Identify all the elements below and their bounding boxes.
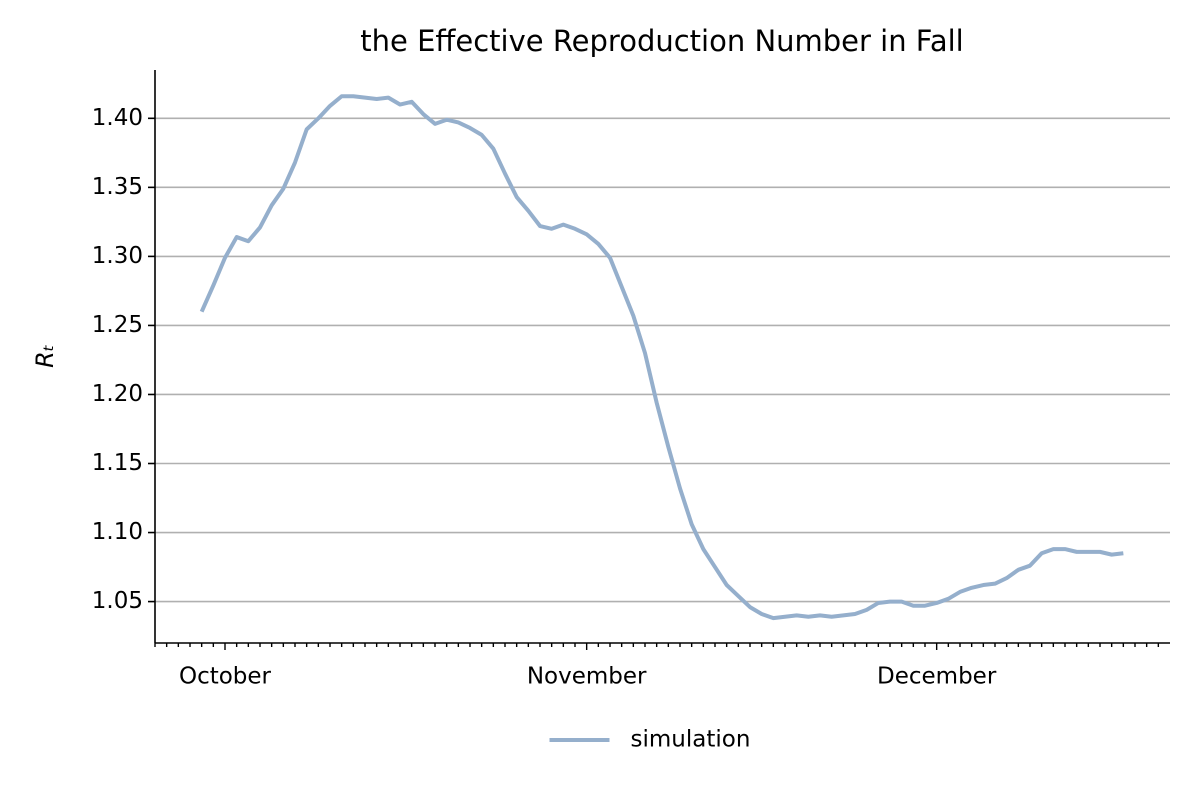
y-tick-label: 1.25 <box>92 312 143 338</box>
y-axis-label: Rₜ <box>31 344 59 368</box>
y-tick-label: 1.40 <box>92 105 143 131</box>
chart-title: the Effective Reproduction Number in Fal… <box>360 24 963 58</box>
y-tick-label: 1.35 <box>92 174 143 200</box>
y-tick-label: 1.05 <box>92 588 143 614</box>
series-line <box>199 94 1124 621</box>
y-tick-label: 1.20 <box>92 381 143 407</box>
x-tick-label: December <box>877 664 997 690</box>
x-tick-label: November <box>527 664 647 690</box>
y-tick-label: 1.10 <box>92 519 143 545</box>
y-tick-label: 1.30 <box>92 243 143 269</box>
y-tick-label: 1.15 <box>92 450 143 476</box>
legend-label: simulation <box>631 727 751 753</box>
x-tick-label: October <box>179 664 272 690</box>
